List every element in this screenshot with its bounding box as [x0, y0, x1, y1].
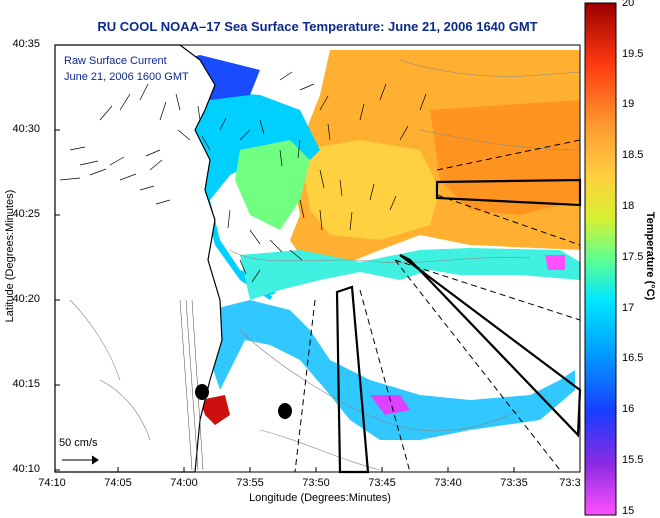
lon-tick-label: 74:10	[38, 477, 66, 489]
scale-label: 50 cm/s	[59, 437, 98, 449]
colorbar-tick-label: 18.5	[622, 149, 644, 161]
colorbar-tick-label: 18	[622, 200, 635, 212]
lon-tick-label: 74:00	[170, 477, 198, 489]
legend-line: June 21, 2006 1600 GMT	[64, 71, 189, 83]
colorbar-tick-label: 15	[622, 505, 635, 517]
x-axis-label: Longitude (Degrees:Minutes)	[249, 492, 391, 504]
sst-magenta-patch	[370, 395, 410, 415]
map-title: RU COOL NOAA–17 Sea Surface Temperature:…	[97, 19, 538, 34]
colorbar-tick-label: 19	[622, 98, 635, 110]
sst-yellow-field	[300, 140, 440, 240]
plot-frame	[54, 44, 581, 473]
scale-arrow	[62, 455, 99, 465]
colorbar-tick-label: 19.5	[622, 48, 644, 60]
lat-tick-label: 40:10	[12, 463, 40, 475]
legend-line: Raw Surface Current	[64, 55, 167, 67]
lon-tick-label: 73:45	[368, 477, 396, 489]
colorbar-tick-label: 17	[622, 302, 635, 314]
lat-tick-label: 40:20	[12, 293, 40, 305]
axis-ticks	[55, 44, 515, 472]
colorbar-label: Temperature (°C)	[644, 211, 656, 301]
land-hatching	[179, 299, 204, 471]
sst-magenta-patch	[545, 255, 565, 270]
lat-tick-label: 40:30	[12, 123, 40, 135]
colorbar-tick-label: 16	[622, 403, 635, 415]
colorbar	[584, 2, 617, 516]
lat-tick-label: 40:35	[12, 38, 40, 50]
sst-cyan-edge	[240, 248, 580, 300]
colorbar-tick-label: 20	[622, 0, 635, 9]
colorbar-tick-label: 16.5	[622, 352, 644, 364]
sst-orange-field	[430, 100, 580, 215]
lat-tick-label: 40:25	[12, 208, 40, 220]
land-area	[54, 44, 223, 473]
lon-tick-label: 73:35	[500, 477, 528, 489]
lon-tick-label: 74:05	[104, 477, 132, 489]
sst-green-field	[235, 140, 310, 230]
lon-tick-label: 73:40	[434, 477, 462, 489]
missing-data-hole	[270, 282, 560, 390]
sst-red-patch	[200, 395, 230, 425]
lon-tick-label: 73:55	[236, 477, 264, 489]
colorbar-tick-label: 17.5	[622, 251, 644, 263]
radar-beam-lines	[294, 139, 581, 473]
lat-tick-label: 40:15	[12, 378, 40, 390]
current-vectors	[59, 71, 427, 283]
lon-tick-label: 73:50	[302, 477, 330, 489]
lon-tick-label: 73:3	[559, 477, 581, 489]
colorbar-tick-label: 15.5	[622, 454, 644, 466]
buoy-marker	[195, 384, 209, 400]
buoy-marker	[278, 403, 292, 419]
sst-lower-ring	[210, 300, 575, 440]
